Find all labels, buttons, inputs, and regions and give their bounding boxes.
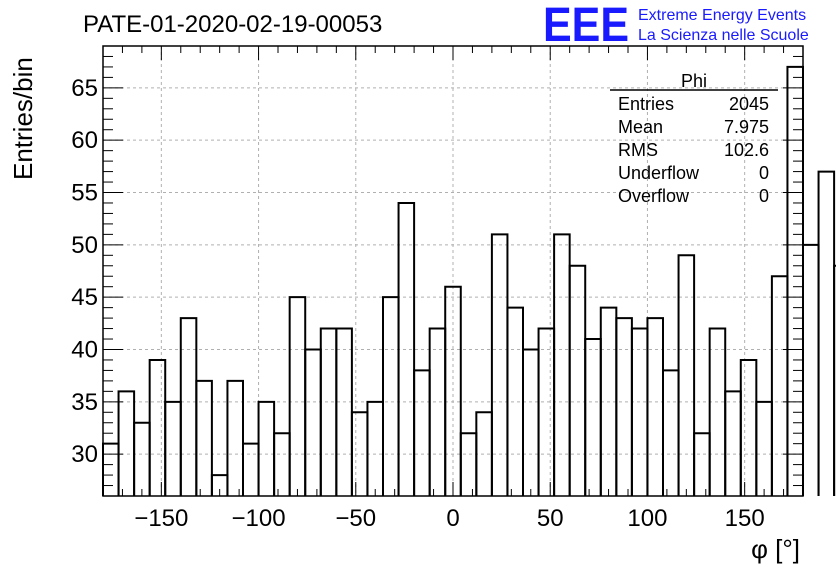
x-tick-label: 100	[627, 505, 667, 532]
stats-box: Phi Entries 2045 Mean 7.975 RMS 102.6 Un…	[610, 71, 778, 206]
grid-lines	[103, 46, 803, 496]
stat-label-mean: Mean	[618, 117, 663, 137]
histogram-bin	[693, 432, 711, 496]
stat-value-rms: 102.6	[724, 140, 769, 160]
histogram-bin	[335, 327, 353, 496]
y-tick-label: 55	[71, 180, 98, 207]
histogram-bin	[304, 348, 322, 496]
eee-logo-line1: Extreme Energy Events	[638, 7, 806, 24]
histogram-bin	[490, 233, 509, 496]
x-tick-label: 50	[537, 505, 564, 532]
histogram-bin	[397, 201, 416, 496]
stat-label-overflow: Overflow	[618, 186, 690, 206]
y-tick-label: 45	[71, 284, 98, 311]
histogram-bin	[382, 296, 400, 496]
eee-logo: EEE Extreme Energy Events La Scienza nel…	[543, 0, 809, 52]
histogram-bin	[226, 379, 244, 496]
histogram-bin	[413, 369, 431, 496]
histogram-bin	[444, 285, 462, 496]
y-axis-label: Entries/bin	[8, 57, 38, 180]
histogram-bin	[802, 243, 820, 496]
chart-title: PATE-01-2020-02-19-00053	[83, 11, 382, 38]
histogram-bin	[148, 358, 167, 496]
histogram-bin	[724, 390, 742, 496]
histogram-bin	[350, 411, 369, 496]
histogram-bin	[522, 348, 540, 496]
histogram-bin	[366, 400, 384, 496]
y-tick-labels: 30 35 40 45 50 55 60 65	[71, 75, 98, 468]
histogram-bin	[739, 358, 758, 496]
stat-value-mean: 7.975	[724, 117, 769, 137]
histogram-bin	[319, 327, 338, 496]
histogram-bin	[646, 317, 664, 496]
histogram-bin	[179, 317, 198, 496]
eee-logo-mark: EEE	[543, 0, 629, 52]
histogram-bin	[257, 400, 276, 496]
histogram-bin	[708, 327, 727, 496]
histogram-bin	[677, 254, 696, 496]
histogram-bin	[195, 379, 213, 496]
y-tick-label: 65	[71, 75, 98, 102]
x-tick-label: −50	[335, 505, 376, 532]
histogram-bins	[102, 65, 836, 496]
stat-value-underflow: 0	[759, 163, 769, 183]
x-tick-label: 150	[725, 505, 765, 532]
x-tick-labels: −150 −100 −50 0 50 100 150	[134, 505, 764, 532]
y-tick-label: 30	[71, 441, 98, 468]
histogram-bin	[428, 327, 447, 496]
histogram-bin	[817, 170, 836, 496]
y-tick-label: 40	[71, 336, 98, 363]
histogram-bin	[755, 400, 773, 496]
stat-label-underflow: Underflow	[618, 163, 700, 183]
histogram-bin	[568, 264, 587, 496]
stat-label-rms: RMS	[618, 140, 658, 160]
x-tick-label: −100	[232, 505, 286, 532]
histogram-bin	[662, 369, 680, 496]
histogram-bin	[288, 296, 307, 496]
y-tick-label: 50	[71, 232, 98, 259]
histogram-bin	[770, 275, 789, 496]
histogram-bin	[506, 306, 524, 496]
eee-logo-line2: La Scienza nelle Scuole	[638, 27, 809, 44]
y-tick-label: 35	[71, 389, 98, 416]
histogram-bin	[164, 400, 182, 496]
y-tick-label: 60	[71, 127, 98, 154]
histogram-bin	[459, 432, 478, 496]
histogram-bin	[537, 327, 556, 496]
histogram-bin	[833, 264, 836, 496]
histogram-bin	[786, 65, 804, 496]
histogram-bin	[102, 442, 120, 496]
axis-ticks	[102, 45, 804, 497]
histogram-bin	[615, 317, 633, 496]
histogram-bin	[553, 233, 571, 496]
histogram-bin	[117, 390, 136, 496]
histogram-bin	[584, 338, 602, 496]
stat-value-overflow: 0	[759, 186, 769, 206]
histogram-bin	[242, 442, 260, 496]
stat-label-entries: Entries	[618, 94, 674, 114]
stat-value-entries: 2045	[729, 94, 769, 114]
x-tick-label: 0	[446, 505, 459, 532]
histogram-bin	[133, 421, 151, 496]
stats-box-name: Phi	[681, 71, 707, 91]
x-axis-label: φ [°]	[751, 534, 800, 564]
x-tick-label: −150	[134, 505, 188, 532]
histogram-bin	[273, 432, 291, 496]
histogram-bin	[630, 327, 649, 496]
